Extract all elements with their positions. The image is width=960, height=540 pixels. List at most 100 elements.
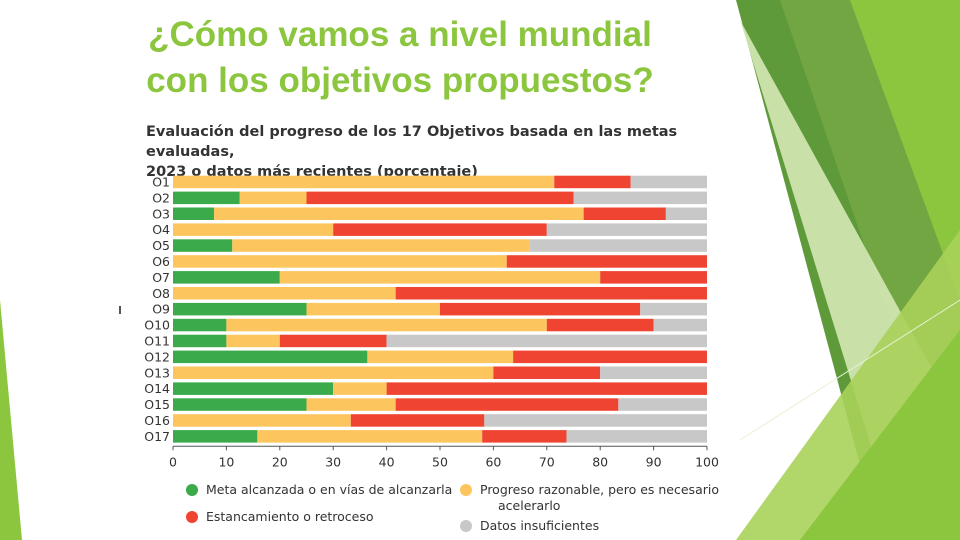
bar-segment-progress [226,334,280,348]
x-tick-label: 80 [592,454,608,469]
category-label: O16 [144,413,170,428]
bar-segment-stagnation [546,318,654,332]
bar-segment-met [173,271,280,284]
legend-label-insufficient: Datos insuficientes [480,518,600,533]
legend: Meta alcanzada o en vías de alcanzarla P… [186,482,746,538]
bar-segment-progress [257,430,483,443]
bar-segment-met [173,318,227,332]
x-tick-label: 10 [218,454,234,469]
bar-segment-insufficient [653,318,707,332]
bar-segment-stagnation [513,350,707,364]
bar-segment-progress [226,318,547,332]
x-tick-label: 90 [646,454,662,469]
bar-segment-met [173,382,334,395]
category-label: O1 [152,174,170,189]
legend-item-met: Meta alcanzada o en vías de alcanzarla [186,482,452,498]
bar-segment-met [173,430,258,443]
bar-segment-progress [333,382,387,395]
deco-triangle-left [0,300,22,540]
bar-segment-met [173,334,227,348]
bar-segment-stagnation [306,191,574,205]
bar-segment-insufficient [630,175,707,189]
bar-segment-stagnation [395,287,707,300]
bar-segment-progress [173,175,555,189]
x-tick-label: 50 [432,454,448,469]
bar-segment-insufficient [546,223,707,236]
legend-item-progress: Progreso razonable, pero es necesario ac… [460,482,719,514]
bar-segment-met [173,191,240,205]
bar-segment-met [173,398,307,411]
bar-segment-stagnation [386,382,707,395]
legend-label-met: Meta alcanzada o en vías de alcanzarla [206,482,453,497]
x-tick-label: 70 [539,454,555,469]
slide-title-line2: con los objetivos propuestos? [146,61,654,100]
legend-label-progress-line1: Progreso razonable, pero es necesario [480,482,719,497]
deco-panel-light [850,0,960,300]
bar-segment-insufficient [386,334,707,348]
category-label: O6 [152,254,170,269]
slide-title-line1: ¿Cómo vamos a nivel mundial [148,15,652,54]
bar-segment-stagnation [583,207,666,220]
bar-segment-progress [306,302,440,316]
legend-swatch-progress [460,484,472,496]
category-label: O14 [144,381,170,396]
category-label: O3 [152,206,170,221]
category-label: O2 [152,190,170,205]
bar-segment-progress [239,191,307,205]
legend-swatch-stagnation [186,511,198,523]
legend-label-stagnation: Estancamiento o retroceso [206,509,374,524]
x-tick-label: 30 [325,454,341,469]
bar-segment-stagnation [482,430,567,443]
category-label: O9 [152,302,170,317]
bars [173,175,707,443]
bar-segment-progress [232,239,530,252]
bar-segment-stagnation [395,398,619,411]
bar-segment-progress [367,350,514,364]
category-label: O5 [152,238,170,253]
bar-segment-progress [279,271,601,284]
slide-title: ¿Cómo vamos a nivel mundial con los obje… [120,12,680,104]
legend-swatch-insufficient [460,520,472,532]
bar-segment-progress [214,207,584,220]
bar-segment-stagnation [493,366,601,379]
bar-segment-insufficient [640,302,707,316]
legend-item-insufficient: Datos insuficientes [460,518,599,534]
x-tick-label: 60 [485,454,501,469]
slide-marker [119,306,121,314]
bar-segment-stagnation [279,334,387,348]
bar-segment-progress [173,223,334,236]
legend-item-stagnation: Estancamiento o retroceso [186,509,374,525]
bar-segment-stagnation [600,271,707,284]
bar-segment-insufficient [618,398,707,411]
bar-segment-insufficient [573,191,707,205]
category-labels: O1O2O3O4O5O6O7O8O9O10O11O12O13O14O15O16O… [144,174,170,443]
chart-title-line1: Evaluación del progreso de los 17 Objeti… [146,124,678,160]
category-label: O15 [144,397,170,412]
legend-label-progress-line2: acelerarlo [498,498,561,513]
bar-segment-stagnation [333,223,547,236]
bar-segment-stagnation [506,255,707,268]
category-label: O12 [144,349,170,364]
bar-segment-insufficient [566,430,707,443]
category-label: O7 [152,270,170,285]
bar-segment-progress [173,414,351,427]
bar-segment-insufficient [600,366,707,379]
bar-segment-met [173,350,368,364]
category-label: O4 [152,222,170,237]
x-tick-label: 20 [272,454,288,469]
bar-segment-progress [173,366,494,379]
bar-segment-stagnation [350,414,485,427]
category-label: O13 [144,365,170,380]
category-label: O10 [144,318,170,333]
bar-segment-insufficient [484,414,707,427]
bar-segment-progress [306,398,396,411]
category-label: O17 [144,429,170,444]
bar-segment-stagnation [440,302,641,316]
category-label: O11 [144,333,170,348]
x-tick-label: 40 [379,454,395,469]
deco-band-bright [800,330,960,540]
bar-segment-insufficient [529,239,707,252]
bar-segment-met [173,207,215,220]
